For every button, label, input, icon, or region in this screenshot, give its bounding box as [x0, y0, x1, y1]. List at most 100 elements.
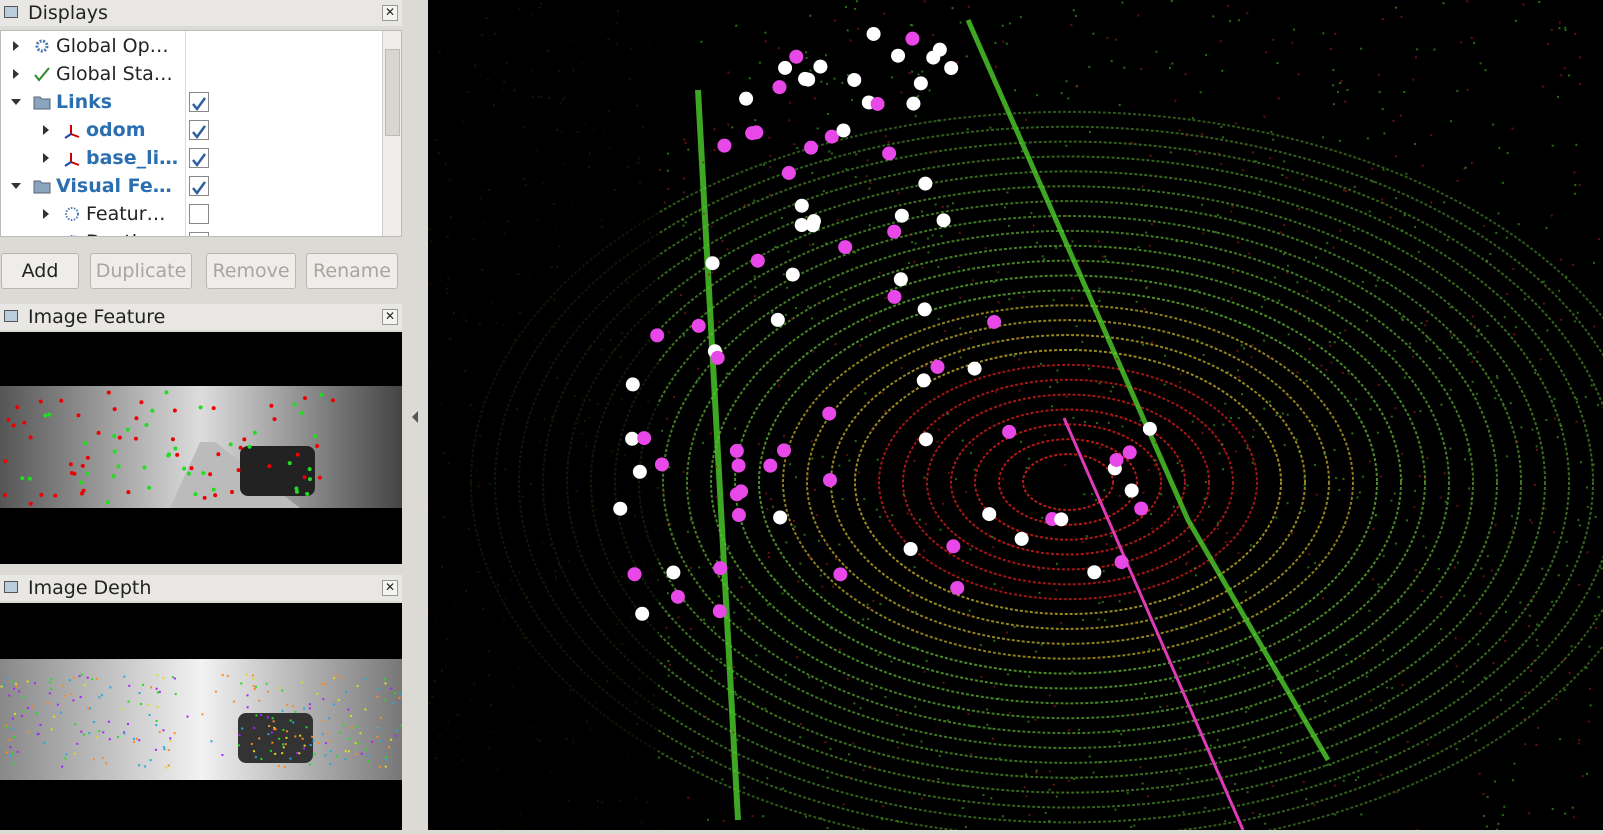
depth-dot: [292, 705, 294, 707]
checkbox[interactable]: [189, 148, 209, 168]
lidar-point: [1598, 596, 1600, 598]
tree-row[interactable]: Global Sta…: [1, 60, 383, 88]
scrollbar[interactable]: [382, 31, 401, 237]
lidar-point: [952, 202, 954, 204]
feature-dot: [300, 411, 304, 415]
lidar-point: [805, 51, 807, 53]
depth-dot: [282, 743, 284, 745]
splitter[interactable]: [402, 0, 428, 830]
lidar-point: [1115, 39, 1117, 41]
feature-dot: [81, 464, 85, 468]
lidar-point: [878, 654, 880, 656]
lidar-point: [739, 577, 741, 579]
lidar-point: [1278, 300, 1280, 302]
lidar-point: [1580, 461, 1582, 463]
lidar-point: [838, 544, 840, 546]
item-label: Visual Fe…: [56, 172, 184, 200]
lidar-point: [1287, 502, 1289, 504]
scroll-thumb[interactable]: [385, 49, 400, 136]
depth-dot: [351, 727, 353, 729]
lidar-point: [882, 392, 884, 394]
depth-dot: [376, 696, 378, 698]
checkbox[interactable]: [189, 92, 209, 112]
lidar-point: [1222, 468, 1224, 470]
lidar-point: [1043, 258, 1045, 260]
tree-row[interactable]: Featur…: [1, 200, 383, 228]
lidar-point: [993, 281, 995, 283]
depth-dot: [50, 688, 52, 690]
tree-row[interactable]: Depth: [1, 228, 383, 237]
tree-row[interactable]: Global Op…: [1, 32, 383, 60]
depth-dot: [377, 736, 379, 738]
lidar-point: [696, 380, 698, 382]
arrow-shape: [11, 99, 21, 105]
lidar-point: [808, 676, 810, 678]
close-button[interactable]: ✕: [382, 580, 398, 596]
landmark-dot: [813, 60, 827, 74]
depth-dot: [169, 737, 171, 739]
lidar-point: [1143, 492, 1145, 494]
button[interactable]: Add: [1, 253, 79, 289]
lidar-point: [863, 498, 865, 500]
checkbox[interactable]: [189, 204, 209, 224]
tree-row[interactable]: odom: [1, 116, 383, 144]
depth-dot: [149, 714, 151, 716]
feature-dot: [190, 466, 194, 470]
depth-dot: [102, 731, 104, 733]
lidar-point: [938, 318, 940, 320]
depth-dot: [227, 675, 229, 677]
lidar-point: [723, 820, 725, 822]
checkbox[interactable]: [189, 176, 209, 196]
lidar-point: [1477, 643, 1479, 645]
lidar-point: [1409, 343, 1411, 345]
lidar-point: [1406, 519, 1408, 521]
depth-dot: [157, 692, 159, 694]
lidar-point: [1546, 329, 1548, 331]
depth-dot: [355, 742, 357, 744]
lidar-point: [1285, 177, 1287, 179]
tree-row[interactable]: base_li…: [1, 144, 383, 172]
lidar-point: [668, 636, 670, 638]
feature-dot: [12, 423, 16, 427]
lidar-point: [1033, 224, 1035, 226]
lidar-point: [1053, 784, 1055, 786]
lidar-point: [1103, 489, 1105, 491]
lidar-point: [1388, 738, 1390, 740]
lidar-point: [1237, 241, 1239, 243]
lidar-point: [1506, 455, 1508, 457]
lidar-point: [1283, 160, 1285, 162]
tree-row[interactable]: Visual Fe…: [1, 172, 383, 200]
lidar-point: [1098, 619, 1100, 621]
lidar-point: [1465, 167, 1467, 169]
lidar-point: [1076, 348, 1078, 350]
3d-viewport[interactable]: [428, 0, 1603, 830]
lidar-point: [749, 603, 751, 605]
checkbox[interactable]: [189, 232, 209, 237]
feature-dot: [113, 407, 117, 411]
checkbox[interactable]: [189, 120, 209, 140]
lidar-point: [913, 460, 915, 462]
lidar-point: [1076, 85, 1078, 87]
lidar-point: [1430, 201, 1432, 203]
lidar-point: [1377, 279, 1379, 281]
lidar-point: [1537, 727, 1539, 729]
close-button[interactable]: ✕: [382, 309, 398, 325]
lidar-point: [1217, 528, 1219, 530]
close-button[interactable]: ✕: [382, 5, 398, 21]
lidar-point: [688, 258, 690, 260]
lidar-point: [1212, 15, 1214, 17]
lidar-point: [1290, 611, 1292, 613]
depth-dot: [336, 756, 338, 758]
lidar-point: [857, 28, 859, 30]
feature-dot: [305, 492, 309, 496]
tree-row[interactable]: Links: [1, 88, 383, 116]
lidar-point: [783, 273, 785, 275]
lidar-point: [1421, 722, 1423, 724]
lidar-point: [1098, 240, 1100, 242]
lidar-point: [1477, 351, 1479, 353]
lidar-point: [1131, 270, 1133, 272]
panel-title: Displays: [28, 2, 108, 24]
lidar-point: [783, 435, 785, 437]
lidar-point: [870, 765, 872, 767]
lidar-point: [1456, 665, 1458, 667]
